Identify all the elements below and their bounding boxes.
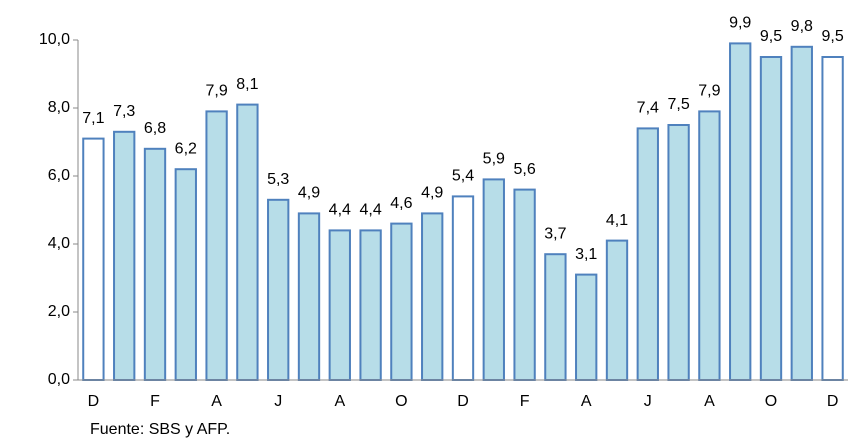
value-label: 6,2 [175,140,197,157]
bar [236,103,259,381]
bar [790,45,813,382]
bar [667,124,690,381]
bar [267,198,290,381]
x-tick-label: O [765,393,777,410]
bar [575,273,598,382]
value-label: 7,9 [698,83,720,100]
value-label: 4,4 [329,202,351,219]
value-label: 4,9 [421,185,443,202]
value-label: 7,1 [82,110,104,127]
value-label: 3,1 [575,246,597,263]
bar [113,130,136,381]
x-tick-label: F [520,393,530,410]
x-tick-label: J [274,393,282,410]
source-note: Fuente: SBS y AFP. [90,421,230,438]
y-tick-label: 0,0 [48,371,70,388]
bar [205,110,228,382]
x-tick-label: J [644,393,652,410]
value-label: 5,4 [452,168,474,185]
x-tick-label: F [150,393,160,410]
x-tick-label: D [88,393,100,410]
value-label: 4,4 [359,202,381,219]
x-tick-label: A [211,393,222,410]
bar [636,127,659,381]
bar [698,110,721,382]
y-tick-label: 6,0 [48,167,70,184]
value-label: 9,5 [821,28,843,45]
bar [82,137,105,381]
value-label: 4,6 [390,195,412,212]
bar [359,229,382,381]
value-label: 9,8 [791,18,813,35]
bar [821,56,844,381]
bar [513,188,536,381]
value-label: 7,4 [637,100,659,117]
bar [297,212,321,381]
y-tick-label: 8,0 [48,99,70,116]
value-label: 9,5 [760,28,782,45]
bar [421,212,444,381]
x-tick-label: A [334,393,345,410]
bar [143,147,167,381]
value-label: 7,9 [205,83,227,100]
bar [390,222,413,381]
x-tick-label: D [457,393,469,410]
value-label: 8,1 [236,76,258,93]
value-label: 7,3 [113,103,135,120]
value-label: 4,1 [606,212,628,229]
bar [451,195,475,381]
value-label: 9,9 [729,15,751,32]
bar [174,168,197,381]
value-label: 4,9 [298,185,320,202]
bar [544,253,567,381]
value-label: 5,6 [513,161,535,178]
bar [482,178,505,381]
x-tick-label: A [581,393,592,410]
value-label: 6,8 [144,120,166,137]
y-tick-label: 10,0 [39,31,70,48]
value-label: 5,9 [483,151,505,168]
value-label: 5,3 [267,171,289,188]
y-tick-label: 4,0 [48,235,70,252]
x-tick-label: O [395,393,407,410]
bar [759,56,783,381]
value-label: 7,5 [667,96,689,113]
bar [328,229,351,381]
value-label: 3,7 [544,225,566,242]
x-tick-label: A [704,393,715,410]
bar [729,42,752,382]
y-tick-label: 2,0 [48,303,70,320]
bar [605,239,629,381]
x-tick-label: D [827,393,839,410]
